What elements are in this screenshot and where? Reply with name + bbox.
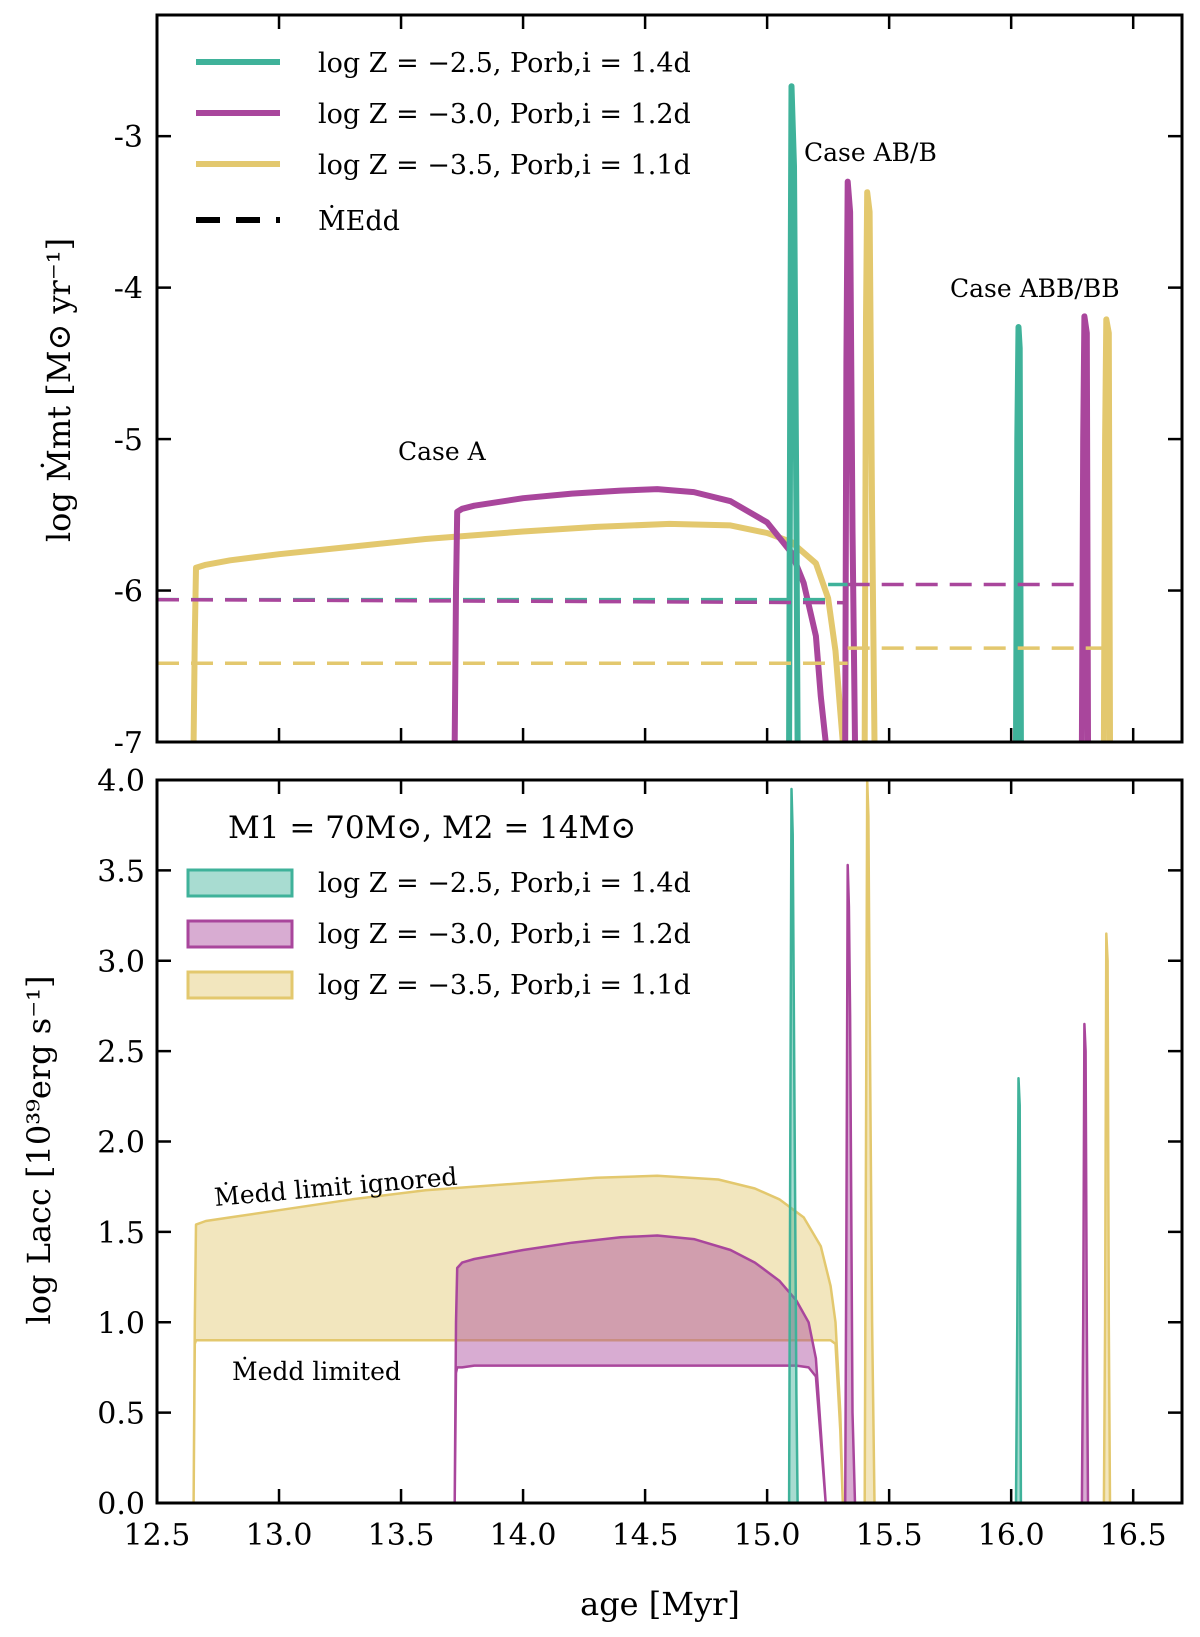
top-y-tick-label: -6 <box>114 575 143 610</box>
bottom-y-tick-label: 1.0 <box>97 1306 145 1341</box>
legend-patch-gold <box>186 970 294 1000</box>
x-tick-label: 15.5 <box>856 1518 923 1553</box>
annotation-case-ab-b: Case AB/B <box>804 138 937 167</box>
annotation-case-a: Case A <box>398 437 487 466</box>
top-y-tick-label: -4 <box>114 272 143 307</box>
lacc-area-teal-6 <box>787 787 799 1503</box>
top-panel: -7 -6 -5 -4 -3 log Ṁmt [M⊙ yr⁻¹] Case A Case… <box>40 13 1184 761</box>
bottom-y-tick-label: 2.0 <box>97 1126 145 1161</box>
top-axes-frame <box>155 13 1184 744</box>
legend-label-magenta: log Z = −3.0, Porb,i = 1.2d <box>318 99 691 130</box>
mt-line-magenta-4 <box>842 178 858 742</box>
mt-line-teal-7 <box>1013 324 1024 742</box>
legend2-label-magenta: log Z = −3.0, Porb,i = 1.2d <box>318 919 691 950</box>
mt-line-gold-2 <box>1100 316 1113 742</box>
top-tick-marks <box>155 15 1182 744</box>
legend-label-gold: log Z = −3.5, Porb,i = 1.1d <box>318 150 691 181</box>
x-tick-label: 16.5 <box>1100 1518 1167 1553</box>
x-tick-label: 13.0 <box>246 1518 313 1553</box>
bottom-y-tick-labels: 0.0 0.5 1.0 1.5 2.0 2.5 3.0 3.5 4.0 <box>97 764 145 1522</box>
bottom-legend: M1 = 70M⊙, M2 = 14M⊙ log Z = −2.5, Porb,… <box>186 810 691 1001</box>
bottom-y-tick-label: 1.5 <box>97 1216 145 1251</box>
bottom-tick-marks <box>155 778 1182 1505</box>
lacc-area-magenta-5 <box>1080 1022 1090 1503</box>
lacc-area-magenta-1 <box>453 1234 827 1503</box>
lacc-area-magenta-4 <box>843 863 857 1503</box>
legend-patch-magenta <box>186 919 294 949</box>
mt-line-gold-1 <box>861 189 878 742</box>
top-legend: log Z = −2.5, Porb,i = 1.4d log Z = −3.0… <box>196 48 691 237</box>
top-y-tick-label: -7 <box>114 726 143 761</box>
mt-line-teal-6 <box>786 83 801 742</box>
lacc-area-gold-3 <box>1102 932 1112 1503</box>
bottom-plot-area <box>192 780 1112 1503</box>
lacc-area-teal-7 <box>1014 1076 1023 1503</box>
bottom-y-tick-label: 3.5 <box>97 854 145 889</box>
annotation-limited: Ṁedd limited <box>232 1357 401 1386</box>
top-y-axis-label: log Ṁmt [M⊙ yr⁻¹] <box>40 238 78 542</box>
mt-line-gold-0 <box>190 520 846 742</box>
x-tick-label: 14.5 <box>612 1518 679 1553</box>
bottom-y-tick-label: 0.0 <box>97 1487 145 1522</box>
legend-label-teal: log Z = −2.5, Porb,i = 1.4d <box>318 48 691 79</box>
x-tick-label: 14.0 <box>490 1518 557 1553</box>
x-tick-label: 15.0 <box>734 1518 801 1553</box>
annotation-case-abb-bb: Case ABB/BB <box>950 274 1120 303</box>
lacc-area-gold-2 <box>863 780 876 1503</box>
legend-patch-teal <box>186 868 294 898</box>
top-y-tick-labels: -7 -6 -5 -4 -3 <box>114 120 143 761</box>
legend2-label-teal: log Z = −2.5, Porb,i = 1.4d <box>318 868 691 899</box>
bottom-y-tick-label: 4.0 <box>97 764 145 799</box>
top-y-tick-label: -3 <box>114 120 143 155</box>
mt-line-magenta-5 <box>1078 313 1091 742</box>
bottom-x-tick-labels: 12.5 13.0 13.5 14.0 14.5 15.0 15.5 16.0 16.5 <box>124 1518 1167 1553</box>
bottom-y-tick-label: 2.5 <box>97 1035 145 1070</box>
x-tick-label: 13.5 <box>368 1518 435 1553</box>
lacc-area-gold-0 <box>192 1174 845 1503</box>
legend2-label-gold: log Z = −3.5, Porb,i = 1.1d <box>318 970 691 1001</box>
bottom-y-axis-label: log Lacc [10³⁹erg s⁻¹] <box>20 976 58 1325</box>
legend-label-edd: ṀEdd <box>318 204 400 237</box>
x-tick-label: 16.0 <box>978 1518 1045 1553</box>
bottom-panel: 0.0 0.5 1.0 1.5 2.0 2.5 3.0 3.5 4.0 12.5 13.0 13.5… <box>20 764 1184 1623</box>
bottom-y-tick-label: 0.5 <box>97 1397 145 1432</box>
x-axis-label: age [Myr] <box>580 1585 740 1623</box>
top-plot-area <box>157 83 1113 742</box>
bottom-y-tick-label: 3.0 <box>97 945 145 980</box>
top-y-tick-label: -5 <box>114 423 143 458</box>
edd-line-magenta-10 <box>157 597 848 605</box>
x-tick-label: 12.5 <box>124 1518 191 1553</box>
bottom-legend-title: M1 = 70M⊙, M2 = 14M⊙ <box>228 810 636 846</box>
